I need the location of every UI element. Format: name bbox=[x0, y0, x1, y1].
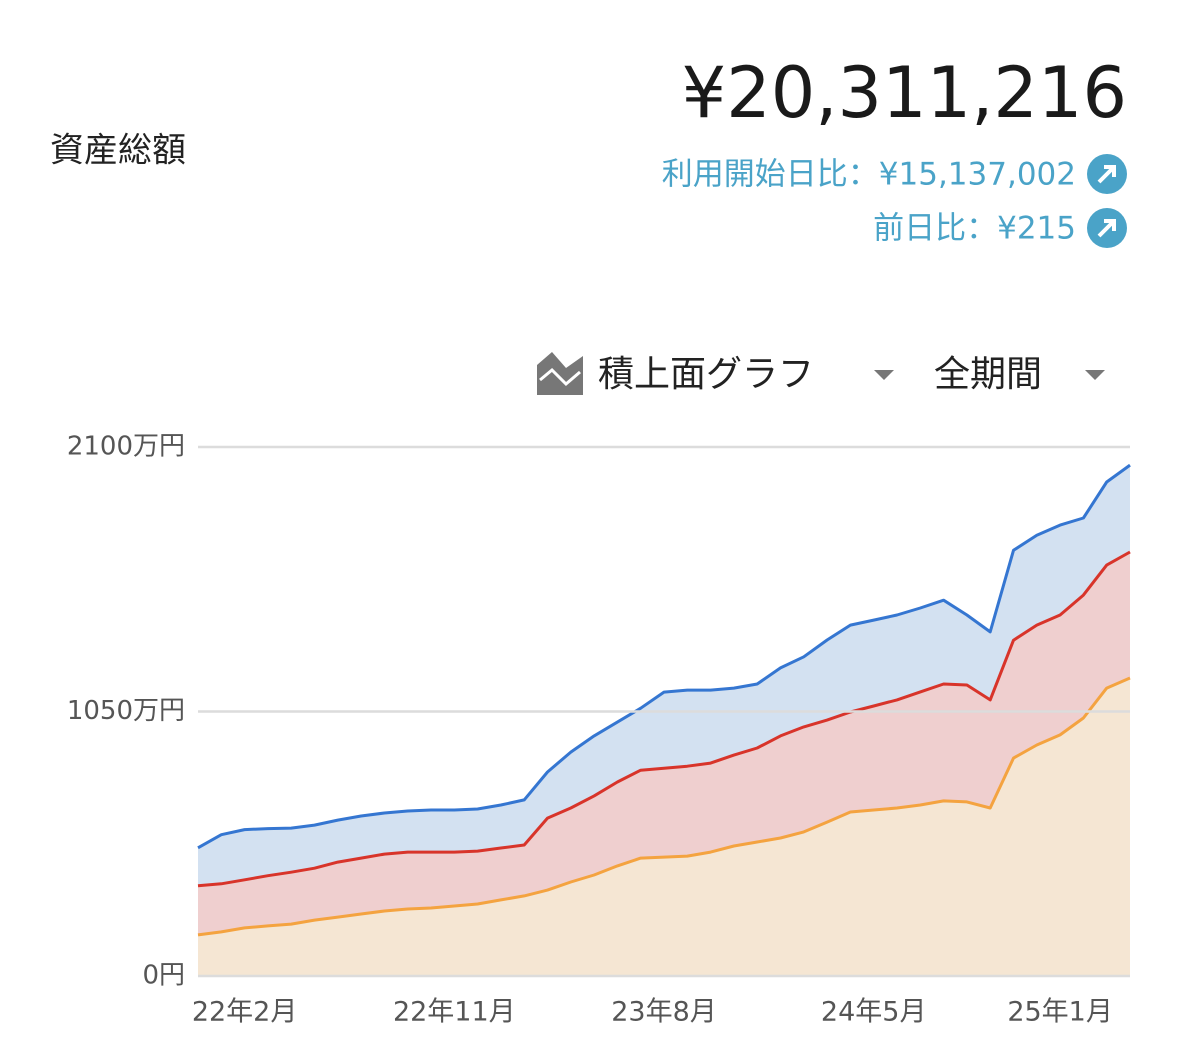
area-line bbox=[197, 676, 1131, 937]
period-selector[interactable]: 全期間 bbox=[934, 354, 1105, 395]
y-tick-label: 0円 bbox=[142, 961, 185, 991]
chart-type-selector[interactable]: 積上面グラフ bbox=[537, 352, 894, 395]
area-line bbox=[197, 550, 1131, 888]
daily-change: 前日比：¥215 bbox=[873, 211, 1076, 247]
up-icon bbox=[1087, 154, 1127, 194]
area-fill bbox=[198, 552, 1130, 935]
total-amount: ¥20,311,216 bbox=[682, 52, 1127, 134]
header-label: 資産総額 bbox=[50, 131, 186, 171]
x-tick-label: 22年11月 bbox=[393, 997, 516, 1028]
chart-type-label[interactable]: 積上面グラフ bbox=[598, 354, 814, 395]
area-fill bbox=[198, 465, 1130, 886]
y-tick-label: 2100万円 bbox=[67, 432, 185, 462]
x-tick-label: 25年1月 bbox=[1007, 997, 1113, 1028]
since-start-change: 利用開始日比：¥15,137,002 bbox=[662, 157, 1076, 193]
period-label[interactable]: 全期間 bbox=[934, 354, 1042, 395]
x-tick-label: 22年2月 bbox=[192, 997, 298, 1028]
y-tick-label: 1050万円 bbox=[67, 696, 185, 726]
up-icon bbox=[1087, 208, 1127, 248]
area-fill bbox=[198, 678, 1130, 976]
area-line bbox=[197, 463, 1131, 850]
x-tick-label: 24年5月 bbox=[821, 997, 927, 1028]
x-tick-label: 23年8月 bbox=[611, 997, 717, 1028]
chart: 0円 1050万円 2100万円 22年2月 22年11月 23年8月 24年5月 25年1月 bbox=[67, 432, 1131, 1028]
